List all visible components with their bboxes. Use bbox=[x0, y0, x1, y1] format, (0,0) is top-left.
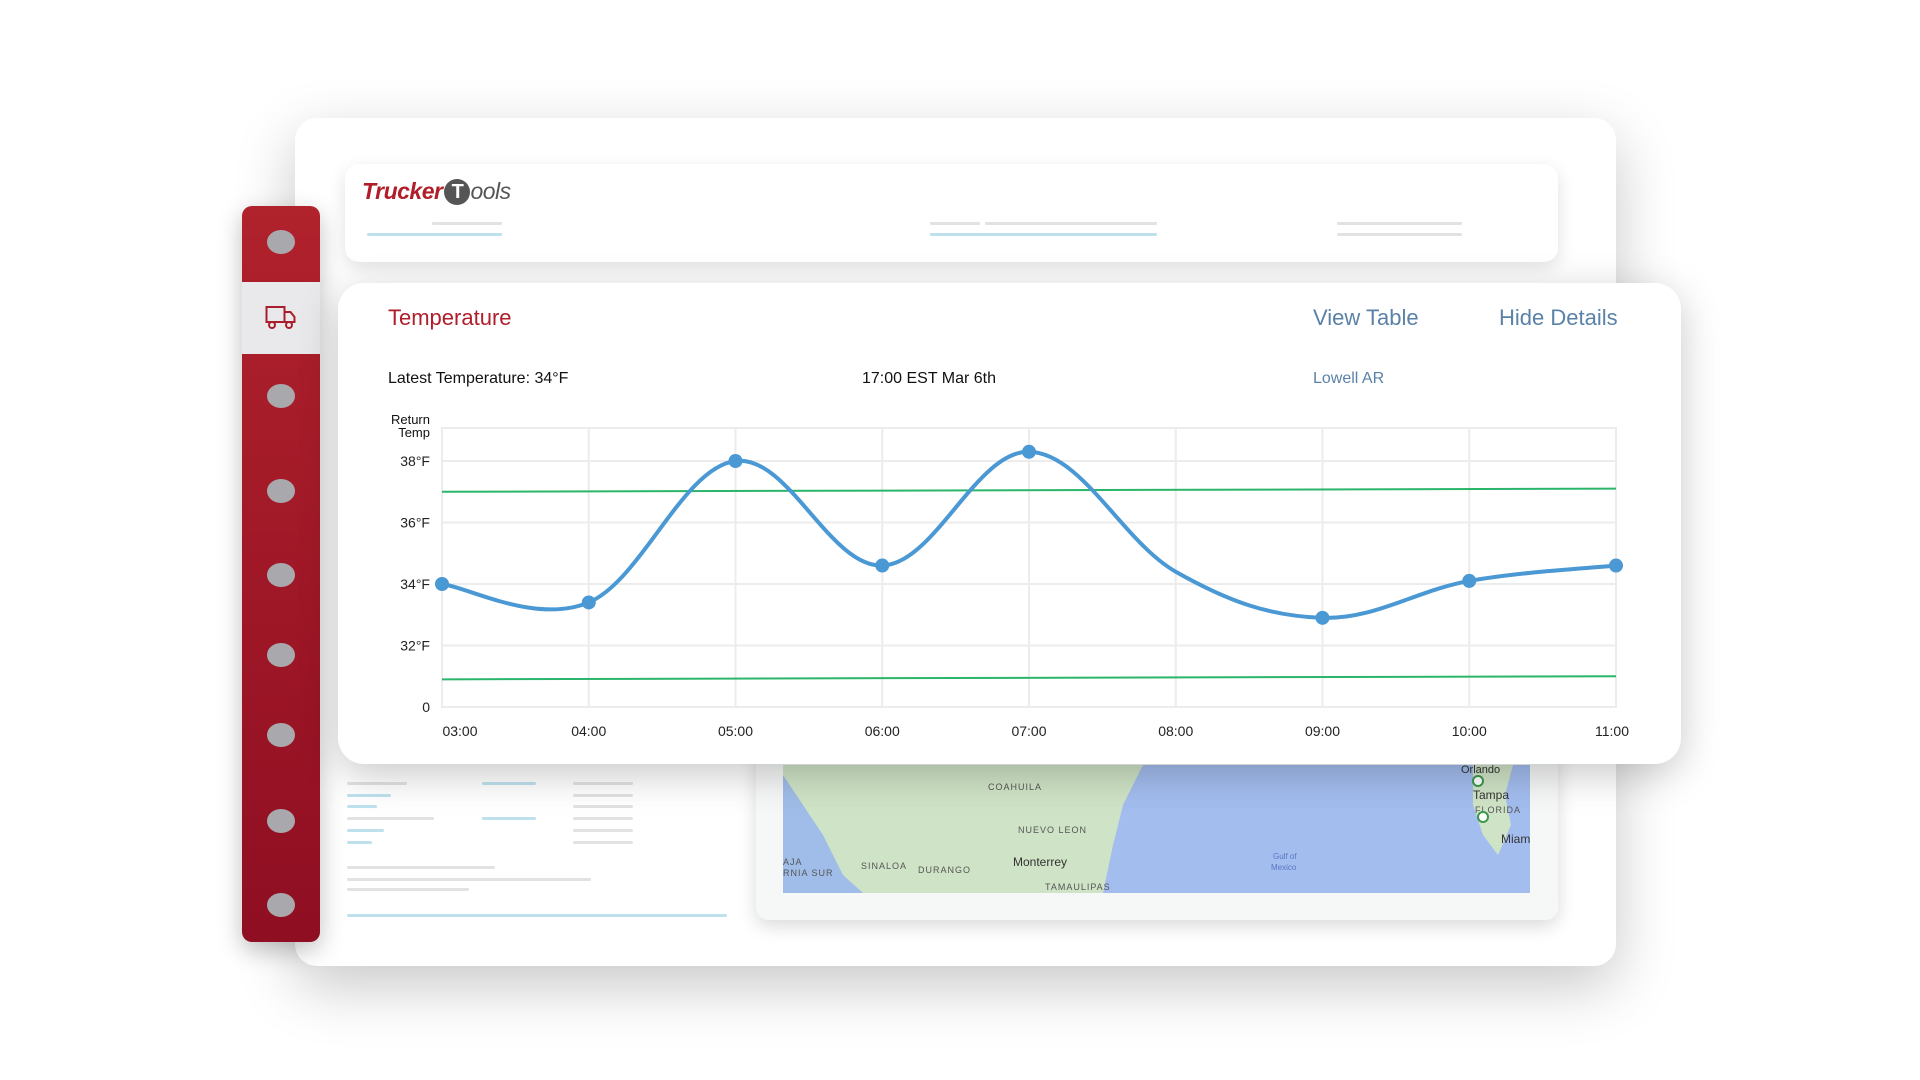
logo-t-mark: T bbox=[444, 178, 471, 205]
x-tick-label: 08:00 bbox=[1158, 723, 1193, 739]
sidebar-item-placeholder[interactable] bbox=[267, 384, 295, 408]
data-point bbox=[1462, 573, 1477, 588]
y-axis-label: Return bbox=[391, 412, 430, 427]
sidebar-item-placeholder[interactable] bbox=[267, 723, 295, 747]
map-label-city: Miam bbox=[1501, 832, 1530, 846]
truck-icon bbox=[265, 306, 296, 329]
location-link[interactable]: Lowell AR bbox=[1313, 370, 1385, 387]
placeholder-line bbox=[347, 817, 434, 820]
y-tick-label: 32°F bbox=[400, 638, 430, 654]
placeholder-line bbox=[573, 829, 633, 832]
logo-text: Trucker bbox=[362, 178, 443, 204]
map-label: DURANGO bbox=[918, 865, 971, 875]
sidebar-item-placeholder[interactable] bbox=[267, 563, 295, 587]
map-label-city: Monterrey bbox=[1013, 855, 1067, 869]
placeholder-line bbox=[347, 805, 377, 808]
sidebar-item-trucks[interactable] bbox=[242, 282, 320, 354]
map-land-mexico bbox=[783, 765, 1143, 893]
placeholder-line bbox=[573, 782, 633, 785]
map-land-florida bbox=[1473, 765, 1513, 855]
placeholder-line bbox=[347, 794, 391, 797]
x-tick-label: 11:00 bbox=[1595, 723, 1629, 739]
map-label: AJA bbox=[783, 857, 803, 867]
x-tick-label: 10:00 bbox=[1452, 723, 1487, 739]
map-label: TAMAULIPAS bbox=[1045, 882, 1111, 892]
map[interactable]: COAHUILA NUEVO LEON SINALOA DURANGO TAMA… bbox=[783, 765, 1530, 893]
placeholder-line bbox=[930, 222, 980, 225]
data-point bbox=[728, 454, 743, 468]
latest-timestamp: 17:00 EST Mar 6th bbox=[862, 370, 996, 387]
sidebar bbox=[242, 206, 320, 942]
placeholder-line bbox=[573, 841, 633, 844]
placeholder-line bbox=[573, 794, 633, 797]
data-point bbox=[581, 595, 596, 610]
latest-temperature: Latest Temperature: 34°F bbox=[388, 370, 569, 387]
map-marker-icon[interactable] bbox=[1472, 775, 1484, 787]
placeholder-line bbox=[573, 805, 633, 808]
sidebar-item-placeholder[interactable] bbox=[267, 230, 295, 254]
y-axis-label: Temp bbox=[398, 425, 430, 440]
map-label-city: Tampa bbox=[1473, 788, 1509, 802]
map-label-water: Gulf of bbox=[1273, 852, 1297, 861]
placeholder-line bbox=[347, 841, 372, 844]
placeholder-line bbox=[347, 914, 727, 917]
y-tick-label: 38°F bbox=[400, 453, 430, 469]
x-tick-label: 05:00 bbox=[718, 723, 753, 739]
sidebar-item-placeholder[interactable] bbox=[267, 479, 295, 503]
x-tick-label: 07:00 bbox=[1011, 723, 1046, 739]
y-tick-label: 0 bbox=[422, 699, 430, 715]
map-label: SINALOA bbox=[861, 861, 907, 871]
sidebar-item-placeholder[interactable] bbox=[267, 809, 295, 833]
logo-text: ools bbox=[470, 178, 511, 204]
x-tick-label: 09:00 bbox=[1305, 723, 1340, 739]
map-label-city: Orlando bbox=[1461, 765, 1500, 776]
placeholder-line bbox=[432, 222, 502, 225]
map-label-water: Mexico bbox=[1271, 863, 1297, 872]
map-label: RNIA SUR bbox=[783, 868, 834, 878]
header-card bbox=[345, 164, 1558, 262]
map-water-gulf-california bbox=[783, 775, 863, 893]
temperature-series-line bbox=[440, 449, 1618, 620]
view-table-link[interactable]: View Table bbox=[1313, 305, 1419, 330]
data-point bbox=[1315, 610, 1330, 625]
placeholder-line bbox=[347, 888, 469, 891]
placeholder-line bbox=[347, 866, 495, 869]
map-label: COAHUILA bbox=[988, 782, 1042, 792]
placeholder-line bbox=[347, 878, 591, 881]
placeholder-line bbox=[930, 233, 1157, 236]
placeholder-line bbox=[573, 817, 633, 820]
sidebar-item-placeholder[interactable] bbox=[267, 643, 295, 667]
placeholder-line bbox=[347, 782, 407, 785]
placeholder-line bbox=[482, 817, 536, 820]
hide-details-link[interactable]: Hide Details bbox=[1499, 305, 1618, 330]
placeholder-line bbox=[347, 829, 384, 832]
placeholder-line bbox=[482, 782, 536, 785]
x-tick-label: 06:00 bbox=[865, 723, 900, 739]
data-point bbox=[875, 558, 890, 573]
sidebar-item-placeholder[interactable] bbox=[267, 893, 295, 917]
panel-title: Temperature bbox=[388, 305, 512, 330]
placeholder-line bbox=[367, 233, 502, 236]
y-tick-label: 34°F bbox=[400, 576, 430, 592]
data-point bbox=[435, 577, 449, 591]
map-label: FLORIDA bbox=[1475, 805, 1521, 815]
placeholder-line bbox=[1337, 222, 1462, 225]
threshold-line bbox=[441, 675, 1617, 681]
map-label: NUEVO LEON bbox=[1018, 825, 1087, 835]
placeholder-line bbox=[1337, 233, 1462, 236]
x-tick-label: 04:00 bbox=[571, 723, 606, 739]
data-point bbox=[1022, 444, 1036, 459]
x-tick-label: 03:00 bbox=[442, 723, 477, 739]
data-point bbox=[1609, 558, 1623, 573]
y-tick-label: 36°F bbox=[400, 515, 430, 531]
placeholder-line bbox=[985, 222, 1157, 225]
map-marker-icon[interactable] bbox=[1477, 811, 1489, 823]
threshold-line bbox=[441, 487, 1617, 493]
